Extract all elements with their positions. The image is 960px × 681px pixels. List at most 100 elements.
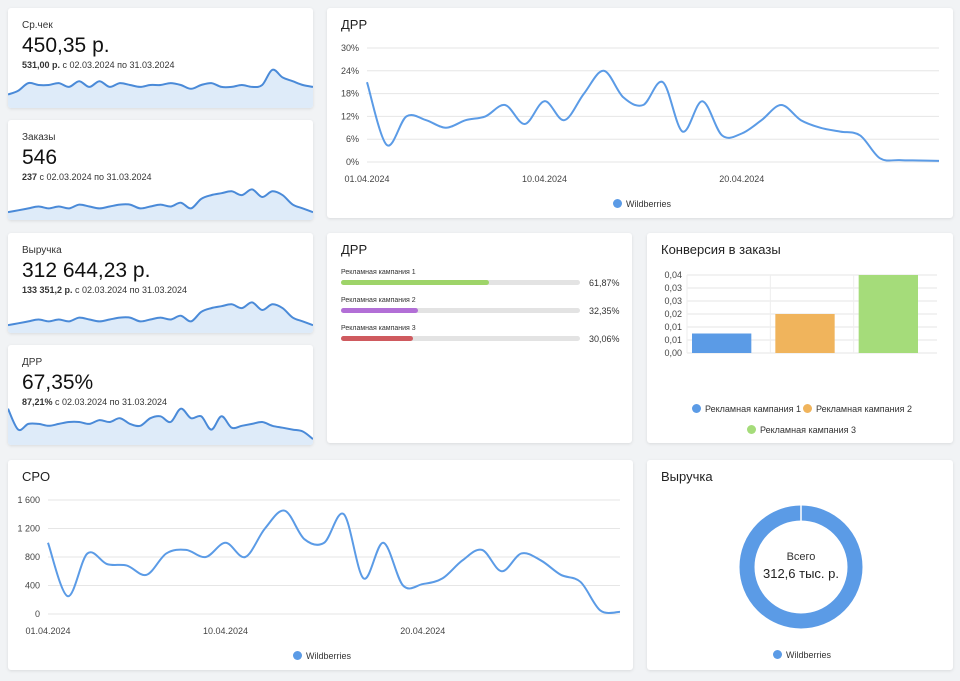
conversion-card: Конверсия в заказы 0,04 0,03 0,03 0,02 0,01 0… <box>647 233 953 443</box>
x-tick-label: 20.04.2024 <box>719 174 764 184</box>
y-tick-label: 18% <box>341 89 359 99</box>
y-tick-label: 24% <box>341 66 359 76</box>
card-title: Конверсия в заказы <box>661 242 781 257</box>
y-tick-label: 0,01 <box>664 322 682 332</box>
kpi-drr-card: ДРР 67,35% 87,21% с 02.03.2024 по 31.03.… <box>8 345 313 445</box>
legend-label: Wildberries <box>306 651 352 661</box>
kpi-comparison: 87,21% с 02.03.2024 по 31.03.2024 <box>22 397 167 407</box>
series-line <box>366 69 940 162</box>
kpi-comparison: 531,00 р. с 02.03.2024 по 31.03.2024 <box>22 60 175 70</box>
x-tick-label: 10.04.2024 <box>522 174 567 184</box>
y-tick-label: 0,00 <box>664 348 682 358</box>
x-tick-label: 20.04.2024 <box>400 626 445 636</box>
campaign-bar-track <box>341 336 580 341</box>
y-tick-label: 0,03 <box>664 296 682 306</box>
sparkline <box>8 68 313 108</box>
revenue-donut-card: Выручка Всего 312,6 тыс. р. Wildberries <box>647 460 953 670</box>
legend-label: Рекламная кампания 2 <box>816 404 913 414</box>
legend-dot <box>803 404 812 413</box>
card-title: Выручка <box>661 469 713 484</box>
y-tick-label: 0,03 <box>664 283 682 293</box>
sparkline-line <box>8 188 313 214</box>
legend[interactable]: Wildberries <box>293 651 351 661</box>
y-tick-label: 400 <box>25 581 40 591</box>
x-tick-label: 01.04.2024 <box>344 174 389 184</box>
campaign-label: Рекламная кампания 3 <box>341 325 416 332</box>
legend-item[interactable]: Рекламная кампания 3 <box>747 425 856 435</box>
y-tick-label: 0,02 <box>664 309 682 319</box>
legend-dot <box>773 650 782 659</box>
bar <box>692 333 752 353</box>
legend-dot <box>692 404 701 413</box>
y-tick-label: 800 <box>25 552 40 562</box>
campaign-label: Рекламная кампания 2 <box>341 297 416 304</box>
sparkline-line <box>8 68 313 96</box>
legend-item[interactable]: Рекламная кампания 1 <box>692 404 801 414</box>
y-tick-label: 6% <box>346 134 359 144</box>
sparkline-area <box>8 408 313 445</box>
legend[interactable]: Wildberries <box>613 199 671 209</box>
kpi-label: ДРР <box>22 357 43 368</box>
sparkline <box>8 188 313 220</box>
sparkline-area <box>8 69 313 108</box>
kpi-label: Ср.чек <box>22 20 53 31</box>
drr-line-card: ДРР 30% 24% 18% 12% 6% 0% 01.04.2024 10.04.2024… <box>327 8 953 218</box>
kpi-value: 312 644,23 р. <box>22 259 151 282</box>
drr-campaigns-card: ДРР Рекламная кампания 1 61,87% Рекламна… <box>327 233 632 443</box>
legend-label: Рекламная кампания 1 <box>705 404 802 414</box>
bar <box>858 275 918 353</box>
card-title: ДРР <box>341 17 368 32</box>
donut-center-label: Всего <box>787 551 816 563</box>
legend-label: Wildberries <box>626 199 672 209</box>
x-tick-label: 01.04.2024 <box>25 626 70 636</box>
y-tick-label: 0,01 <box>664 335 682 345</box>
legend-label: Рекламная кампания 3 <box>760 425 857 435</box>
campaign-label: Рекламная кампания 1 <box>341 269 416 276</box>
donut-center-value: 312,6 тыс. р. <box>763 566 839 581</box>
conversion-bar-chart: 0,04 0,03 0,03 0,02 0,01 0,01 0,00 <box>664 270 937 358</box>
drr-line-chart: 30% 24% 18% 12% 6% 0% 01.04.2024 10.04.2024 20.0… <box>341 43 940 184</box>
legend-label: Wildberries <box>786 650 832 660</box>
legend-dot <box>293 651 302 660</box>
campaign-bar-fill <box>341 308 419 313</box>
kpi-comparison: 237 с 02.03.2024 по 31.03.2024 <box>22 172 152 182</box>
y-tick-label: 0 <box>35 609 40 619</box>
campaign-bar-fill <box>341 336 413 341</box>
x-tick-label: 10.04.2024 <box>203 626 248 636</box>
kpi-orders-card: Заказы 546 237 с 02.03.2024 по 31.03.202… <box>8 120 313 220</box>
kpi-comparison: 133 351,2 р. с 02.03.2024 по 31.03.2024 <box>22 285 188 295</box>
cpo-line-chart: 1 600 1 200 800 400 0 01.04.2024 10.04.2024 20.… <box>17 495 621 636</box>
y-tick-label: 1 200 <box>17 524 40 534</box>
sparkline <box>8 407 313 445</box>
campaign-percent: 32,35% <box>589 306 620 316</box>
campaign-bar-track <box>341 308 580 313</box>
kpi-label: Выручка <box>22 245 62 256</box>
campaign-percent: 61,87% <box>589 278 620 288</box>
y-tick-label: 1 600 <box>17 495 40 505</box>
card-title: CPO <box>22 469 51 484</box>
kpi-value: 546 <box>22 146 58 169</box>
kpi-revenue-card: Выручка 312 644,23 р. 133 351,2 р. с 02.… <box>8 233 313 333</box>
revenue-donut-chart: Всего 312,6 тыс. р. <box>739 505 863 629</box>
kpi-label: Заказы <box>22 132 56 143</box>
y-tick-label: 12% <box>341 111 359 121</box>
campaign-bar-fill <box>341 280 489 285</box>
series-line <box>47 509 621 615</box>
sparkline-line <box>8 301 313 327</box>
legend-dot <box>747 425 756 434</box>
y-tick-label: 0,04 <box>664 270 682 280</box>
cpo-line-card: CPO 1 600 1 200 800 400 0 01.04.2024 10.04.202… <box>8 460 633 670</box>
y-tick-label: 30% <box>341 43 359 53</box>
card-title: ДРР <box>341 242 368 257</box>
legend-dot <box>613 199 622 208</box>
sparkline-line <box>8 407 313 440</box>
legend[interactable]: Wildberries <box>773 650 831 660</box>
kpi-avg-check-card: Ср.чек 450,35 р. 531,00 р. с 02.03.2024 … <box>8 8 313 108</box>
y-tick-label: 0% <box>346 157 359 167</box>
legend-item[interactable]: Рекламная кампания 2 <box>803 404 912 414</box>
sparkline <box>8 301 313 333</box>
campaign-percent: 30,06% <box>589 334 620 344</box>
campaign-bar-track <box>341 280 580 285</box>
kpi-value: 67,35% <box>22 371 94 394</box>
bar <box>775 314 835 353</box>
